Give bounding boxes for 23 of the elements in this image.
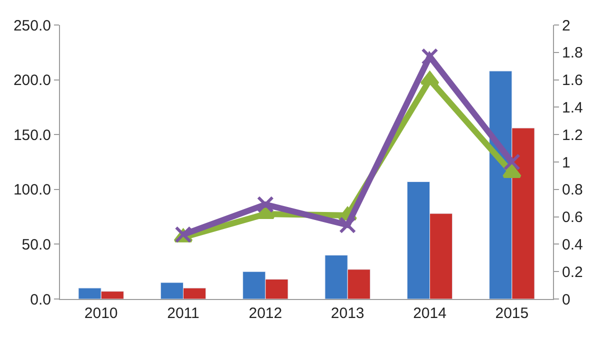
x-tick-label: 2010 <box>84 305 118 322</box>
y2-tick-label: 0.6 <box>562 209 583 226</box>
y2-tick-label: 1.8 <box>562 44 583 62</box>
x-tick-label: 2012 <box>248 305 282 322</box>
y-tick-label: 50.0 <box>22 236 51 254</box>
y2-tick-label: 0.8 <box>562 182 583 199</box>
y2-tick-label: 1.2 <box>562 126 583 144</box>
y2-tick-label: 0.2 <box>562 264 583 281</box>
y2-tick-label: 0 <box>562 291 570 308</box>
y-tick-label: 250.0 <box>13 17 51 34</box>
x-tick-label: 2011 <box>167 305 200 322</box>
y-tick-label: 100.0 <box>13 182 51 199</box>
y2-tick-label: 2 <box>562 17 570 34</box>
y2-tick-label: 1.6 <box>562 72 583 90</box>
y2-tick-label: 0.4 <box>562 236 583 254</box>
y-tick-label: 200.0 <box>13 72 51 90</box>
y-tick-label: 150.0 <box>13 126 51 144</box>
y2-tick-label: 1.4 <box>562 99 583 116</box>
x-tick-label: 2013 <box>330 305 364 322</box>
x-tick-label: 2014 <box>413 305 446 322</box>
y-tick-label: 0.0 <box>30 291 51 308</box>
x-tick-label: 2015 <box>495 305 529 322</box>
y2-tick-label: 1 <box>562 154 570 172</box>
